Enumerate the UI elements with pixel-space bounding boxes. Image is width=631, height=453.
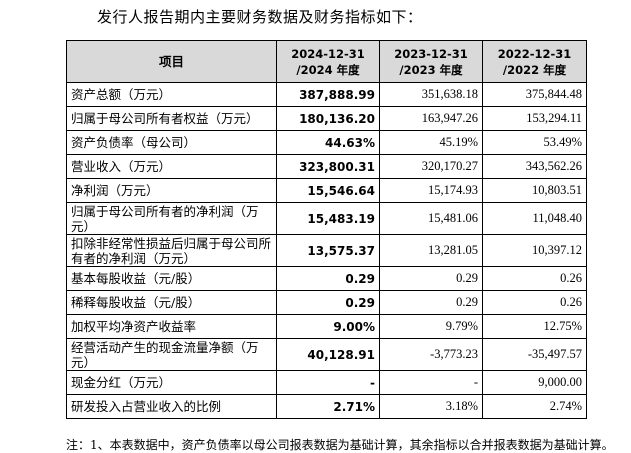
value-2022: 343,562.26 [482, 154, 587, 179]
table-header-row: 项目 2024-12-31 /2024 年度 2023-12-31 /2023 … [66, 40, 587, 83]
row-label: 经营活动产生的现金流量净额（万元） [66, 338, 277, 371]
table-row: 现金分红（万元） - - 9,000.00 [66, 370, 587, 395]
row-label: 基本每股收益（元/股） [66, 266, 277, 291]
value-2022: 10,397.12 [482, 234, 587, 267]
header-2024-line2: /2024 年度 [296, 62, 360, 77]
value-2024: 44.63% [276, 130, 380, 155]
row-label: 归属于母公司所有者权益（万元） [66, 106, 277, 131]
value-2022: 12.75% [482, 314, 587, 339]
value-2024: 9.00% [276, 314, 380, 339]
row-label: 净利润（万元） [66, 178, 277, 203]
value-2024: - [276, 370, 380, 395]
value-2022: 53.49% [482, 130, 587, 155]
header-col-2022: 2022-12-31 /2022 年度 [482, 40, 587, 83]
table-row: 经营活动产生的现金流量净额（万元） 40,128.91 -3,773.23 -3… [66, 338, 587, 371]
header-item: 项目 [66, 40, 277, 83]
table-row: 归属于母公司所有者的净利润（万元） 15,483.19 15,481.06 11… [66, 202, 587, 235]
value-2024: 13,575.37 [276, 234, 380, 267]
value-2023: 13,281.05 [379, 234, 483, 267]
row-label: 资产负债率（母公司） [66, 130, 277, 155]
value-2023: 0.29 [379, 290, 483, 315]
table-row: 研发投入占营业收入的比例 2.71% 3.18% 2.74% [66, 394, 587, 419]
value-2022: -35,497.57 [482, 338, 587, 371]
header-col-2024: 2024-12-31 /2024 年度 [276, 40, 380, 83]
value-2023: 0.29 [379, 266, 483, 291]
value-2022: 375,844.48 [482, 82, 587, 107]
table-row: 营业收入（万元） 323,800.31 320,170.27 343,562.2… [66, 154, 587, 179]
value-2022: 11,048.40 [482, 202, 587, 235]
value-2023: 9.79% [379, 314, 483, 339]
value-2024: 323,800.31 [276, 154, 380, 179]
value-2023: 320,170.27 [379, 154, 483, 179]
footnote-text: 注：1、本表数据中，资产负债率以母公司报表数据为基础计算，其余指标以合并报表数据… [66, 438, 614, 452]
value-2022: 0.26 [482, 290, 587, 315]
value-2024: 387,888.99 [276, 82, 380, 107]
header-col-2023: 2023-12-31 /2023 年度 [379, 40, 483, 83]
value-2024: 0.29 [276, 266, 380, 291]
table-row: 稀释每股收益（元/股） 0.29 0.29 0.26 [66, 290, 587, 315]
header-2023-line1: 2023-12-31 [394, 46, 468, 61]
value-2024: 15,546.64 [276, 178, 380, 203]
value-2024: 0.29 [276, 290, 380, 315]
header-2023-line2: /2023 年度 [399, 62, 463, 77]
value-2023: 15,174.93 [379, 178, 483, 203]
value-2022: 10,803.51 [482, 178, 587, 203]
row-label: 加权平均净资产收益率 [66, 314, 277, 339]
value-2023: 3.18% [379, 394, 483, 419]
value-2023: 45.19% [379, 130, 483, 155]
value-2024: 2.71% [276, 394, 380, 419]
value-2023: 15,481.06 [379, 202, 483, 235]
value-2024: 15,483.19 [276, 202, 380, 235]
row-label: 现金分红（万元） [66, 370, 277, 395]
value-2023: - [379, 370, 483, 395]
table-row: 加权平均净资产收益率 9.00% 9.79% 12.75% [66, 314, 587, 339]
value-2023: 351,638.18 [379, 82, 483, 107]
row-label: 归属于母公司所有者的净利润（万元） [66, 202, 277, 235]
row-label: 研发投入占营业收入的比例 [66, 394, 277, 419]
row-label: 营业收入（万元） [66, 154, 277, 179]
row-label: 资产总额（万元） [66, 82, 277, 107]
value-2023: 163,947.26 [379, 106, 483, 131]
value-2022: 2.74% [482, 394, 587, 419]
table-row: 净利润（万元） 15,546.64 15,174.93 10,803.51 [66, 178, 587, 203]
table-row: 资产总额（万元） 387,888.99 351,638.18 375,844.4… [66, 82, 587, 107]
header-2024-line1: 2024-12-31 [291, 46, 365, 61]
intro-text: 发行人报告期内主要财务数据及财务指标如下： [97, 8, 423, 26]
table-row: 基本每股收益（元/股） 0.29 0.29 0.26 [66, 266, 587, 291]
table-row: 归属于母公司所有者权益（万元） 180,136.20 163,947.26 15… [66, 106, 587, 131]
financial-table: 项目 2024-12-31 /2024 年度 2023-12-31 /2023 … [66, 40, 587, 419]
value-2022: 153,294.11 [482, 106, 587, 131]
value-2023: -3,773.23 [379, 338, 483, 371]
value-2024: 180,136.20 [276, 106, 380, 131]
header-2022-line2: /2022 年度 [502, 62, 567, 77]
row-label: 稀释每股收益（元/股） [66, 290, 277, 315]
table-row: 资产负债率（母公司） 44.63% 45.19% 53.49% [66, 130, 587, 155]
table-row: 扣除非经常性损益后归属于母公司所有者的净利润（万元） 13,575.37 13,… [66, 234, 587, 267]
row-label: 扣除非经常性损益后归属于母公司所有者的净利润（万元） [66, 234, 277, 267]
header-2022-line1: 2022-12-31 [497, 46, 572, 61]
value-2022: 0.26 [482, 266, 587, 291]
value-2022: 9,000.00 [482, 370, 587, 395]
value-2024: 40,128.91 [276, 338, 380, 371]
